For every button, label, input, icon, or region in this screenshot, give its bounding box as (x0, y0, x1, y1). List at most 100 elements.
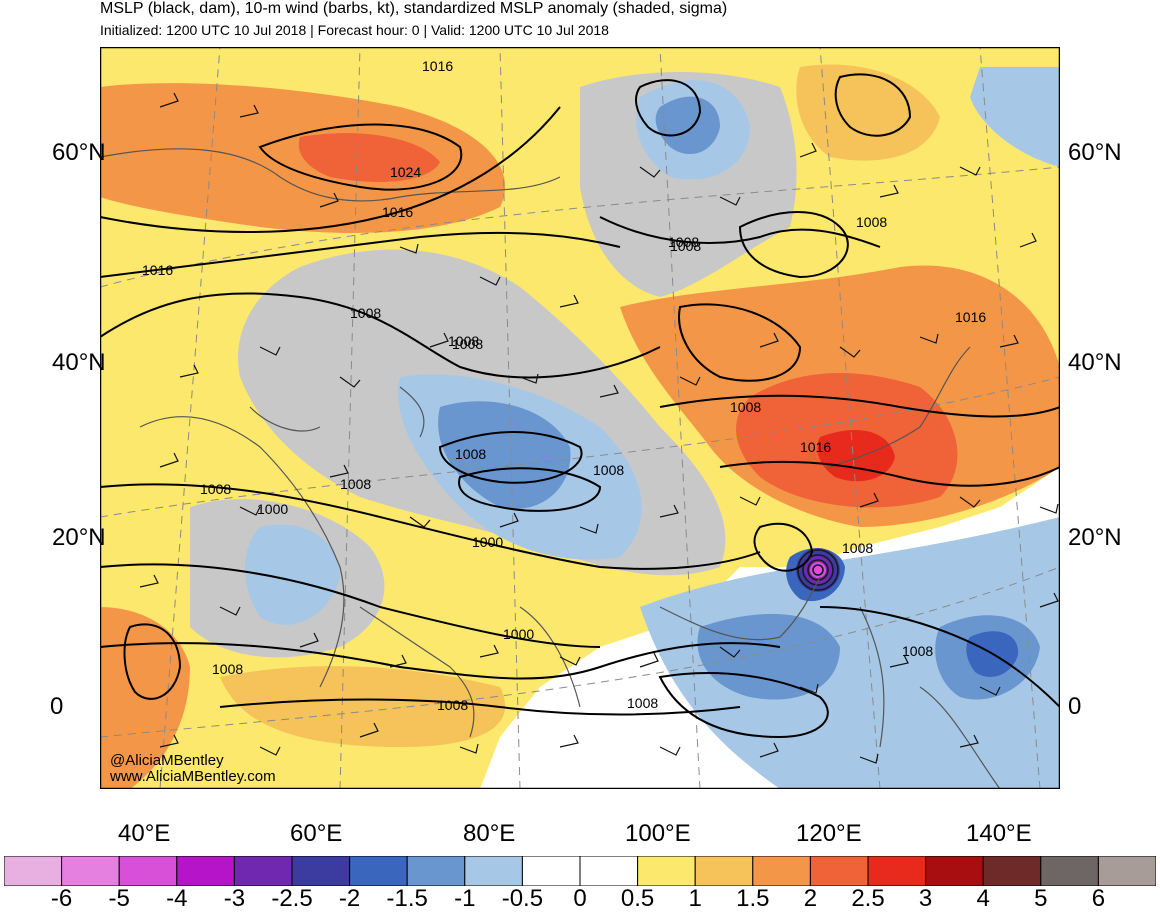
colorbar-swatch (464, 856, 523, 886)
wind-barbs (139, 92, 1059, 764)
colorbar-swatch (291, 856, 351, 886)
lon-label: 60°E (290, 820, 343, 847)
isobar-label: 1008 (448, 333, 479, 349)
credit-url: www.AliciaMBentley.com (110, 768, 276, 785)
isobar-label: 1000 (503, 626, 534, 642)
colorbar-label: 0 (573, 885, 587, 912)
isobar-label: 1008 (437, 697, 468, 713)
lon-label: 100°E (625, 820, 691, 847)
anomaly-strong-positive-region (796, 64, 940, 161)
colorbar-label: -2.5 (271, 885, 313, 912)
colorbar-swatch (982, 856, 1042, 886)
lat-label-right: 40°N (1068, 349, 1122, 376)
isobar-label: 1016 (142, 262, 173, 278)
isobars (100, 73, 1060, 739)
anomaly-negative-region (970, 67, 1060, 167)
isobar-label: 1008 (902, 643, 933, 659)
map-frame (100, 47, 1060, 789)
credit-handle: @AliciaMBentley (110, 752, 224, 769)
colorbar-label: 2 (803, 885, 818, 912)
colorbar-swatch (233, 856, 293, 886)
lon-label: 120°E (796, 820, 862, 847)
colorbar-swatch (349, 856, 408, 886)
anomaly-strong-positive-region (298, 133, 440, 182)
lat-label-right: 60°N (1068, 139, 1122, 166)
colorbar-swatch (61, 856, 120, 886)
lat-label-left: 40°N (52, 349, 106, 376)
lon-label: 140°E (966, 820, 1032, 847)
colorbar-label: 1 (688, 885, 702, 912)
isobar-label: 1008 (842, 540, 873, 556)
anomaly-negative-region (245, 524, 340, 625)
weather-map: 1016 1024 1016 1016 1008 1008 1008 1008 … (100, 47, 1060, 789)
isobar-label: 1008 (212, 661, 243, 677)
colorbar-swatch (4, 856, 63, 886)
colorbar-label: 3 (918, 885, 933, 912)
isobar-labels: 1016 1024 1016 1016 1008 1008 1008 1008 … (142, 58, 986, 713)
colorbar-label: -1.5 (386, 885, 428, 912)
colorbar-swatch (176, 856, 235, 886)
isobar-label: 1008 (340, 476, 371, 492)
chart-title: MSLP (black, dam), 10-m wind (barbs, kt)… (100, 0, 728, 17)
colorbar-label: -4 (166, 885, 188, 912)
isobar-label: 1008 (200, 481, 231, 497)
colorbar-label: -1 (454, 885, 476, 912)
isobar-label: 1008 (668, 234, 699, 250)
colorbar-label: 6 (1091, 885, 1106, 912)
anomaly-negative-region (640, 517, 1060, 789)
colorbar-label: -5 (108, 885, 130, 912)
typhoon-isobars (797, 549, 839, 591)
lat-label-left: 0 (50, 693, 64, 720)
colorbar-swatch (809, 856, 869, 886)
lon-label: 40°E (118, 820, 171, 847)
colorbar-label: 1.5 (736, 885, 770, 912)
colorbar-swatch (521, 856, 581, 886)
colorbar-label: -3 (223, 885, 246, 912)
isobar-label: 1016 (422, 58, 453, 74)
anomaly-strong-positive-region (220, 666, 506, 747)
isobar-label: 1008 (593, 462, 624, 478)
anomaly-strong-negative-region (655, 96, 720, 155)
colorbar-swatch (579, 856, 639, 886)
isobar-label: 1008 (856, 214, 887, 230)
colorbar-swatch (752, 856, 811, 886)
colorbar (4, 856, 1156, 886)
isobar-label: 1008 (730, 399, 761, 415)
isobar-label: 1024 (390, 164, 421, 180)
colorbar-label: -0.5 (501, 885, 544, 912)
chart-subtitle: Initialized: 1200 UTC 10 Jul 2018 | Fore… (100, 22, 609, 38)
colorbar-swatch (925, 856, 984, 886)
colorbar-label: 5 (1034, 885, 1048, 912)
anomaly-strong-negative-region (697, 613, 840, 700)
anomaly-strong-positive-region (100, 83, 506, 233)
colorbar-swatch (406, 856, 466, 886)
colorbar-swatch (867, 856, 927, 886)
colorbar-label: 4 (976, 885, 990, 912)
isobar-label: 1008 (627, 695, 658, 711)
isobar-label: 1000 (257, 501, 288, 517)
colorbar-swatch (118, 856, 178, 886)
isobar-label: 1008 (350, 305, 381, 321)
colorbar-label: 2.5 (851, 885, 885, 912)
lat-label-left: 60°N (52, 139, 106, 166)
isobar-label: 1016 (800, 439, 831, 455)
colorbar-label: -2 (338, 885, 361, 912)
lat-label-right: 20°N (1068, 524, 1122, 551)
colorbar-swatch (637, 856, 696, 886)
colorbar-label: -6 (50, 885, 73, 912)
lat-label-left: 20°N (52, 524, 106, 551)
anomaly-strong-positive-region (817, 429, 895, 482)
isobar-label: 1016 (382, 204, 413, 220)
isobar-label: 1000 (472, 534, 503, 550)
lat-label-right: 0 (1068, 693, 1082, 720)
isobar-label: 1008 (452, 336, 483, 352)
graticule (100, 47, 1060, 789)
isobar-label: 1016 (955, 309, 986, 325)
colorbar-swatch (694, 856, 754, 886)
isobar-label: 1008 (455, 446, 486, 462)
colorbar-label: 0.5 (620, 885, 655, 912)
colorbar-swatch (1040, 856, 1099, 886)
isobar-label: 1008 (670, 238, 701, 254)
lon-label: 80°E (463, 820, 516, 847)
colorbar-swatch (1097, 856, 1156, 886)
